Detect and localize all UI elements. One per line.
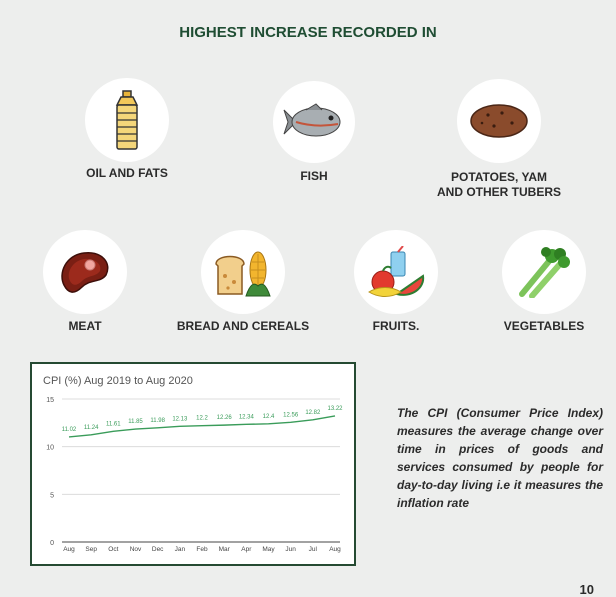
data-label: 11.85 [128,419,143,425]
x-tick-label: Apr [241,546,252,553]
category-label-vegetables: VEGETABLES [503,319,585,333]
x-tick-label: Jun [285,546,296,553]
y-tick-label: 0 [50,540,54,547]
y-tick-label: 10 [46,445,54,452]
data-label: 11.24 [84,425,99,431]
fruits-icon-circle [354,230,438,314]
x-tick-label: Mar [219,546,231,553]
category-label-potatoes-line2: AND OTHER TUBERS [436,185,561,199]
category-label-meat: MEAT [68,319,102,333]
category-label-oil: OIL AND FATS [86,166,168,180]
x-tick-label: Aug [329,546,341,553]
meat-icon-circle [43,230,127,314]
oil-bottle-icon-circle [85,78,169,162]
data-label: 12.26 [217,415,233,421]
fish-icon [283,103,341,137]
chart-title: CPI (%) Aug 2019 to Aug 2020 [43,375,193,387]
potato-icon-circle [457,79,541,163]
category-label-potatoes-line1: POTATOES, YAM [450,170,548,184]
x-tick-label: Jan [175,546,186,553]
meat-steak-icon [61,252,109,293]
data-label: 12.56 [283,412,299,418]
x-tick-label: Feb [196,546,208,553]
y-tick-label: 15 [46,397,54,404]
category-label-bread: BREAD AND CEREALS [176,319,310,333]
celery-icon-circle [502,230,586,314]
cpi-description: The CPI (Consumer Price Index) measures … [397,406,603,510]
data-label: 12.4 [263,414,275,420]
fish-icon-circle [273,81,355,163]
x-tick-label: Aug [63,546,75,553]
oil-bottle-icon [115,90,139,150]
category-label-fish: FISH [300,169,328,183]
x-tick-label: May [262,546,275,553]
fruits-icon [368,246,425,297]
x-tick-label: Jul [309,546,318,553]
page-heading: HIGHEST INCREASE RECORDED IN [179,24,437,41]
y-tick-label: 5 [50,492,54,499]
x-tick-label: Oct [108,546,118,553]
x-tick-label: Nov [130,546,142,553]
bread-icon-circle [201,230,285,314]
category-label-fruits: FRUITS. [372,319,420,333]
potato-icon [470,104,528,138]
cpi-chart: CPI (%) Aug 2019 to Aug 2020 0 5 10 15 Aug Se… [30,362,356,566]
data-label: 12.34 [239,414,255,420]
data-label: 12.13 [172,416,188,422]
data-label: 11.02 [62,427,77,433]
data-label: 11.98 [150,418,165,424]
celery-icon [519,247,570,298]
data-label: 11.61 [106,421,121,427]
data-label: 12.82 [305,410,321,416]
cpi-line-chart: 0 5 10 15 Aug Sep Oct Nov Dec Jan Feb Mar Apr May Jun J… [46,397,343,553]
bread-corn-icon [215,251,271,297]
category-label-potatoes: POTATOES, YAM AND OTHER TUBERS [420,170,578,200]
x-tick-label: Sep [85,546,97,553]
cpi-series-line [68,415,336,438]
x-tick-label: Dec [152,546,164,553]
data-label: 12.2 [196,416,208,422]
data-label: 13.22 [327,406,343,412]
